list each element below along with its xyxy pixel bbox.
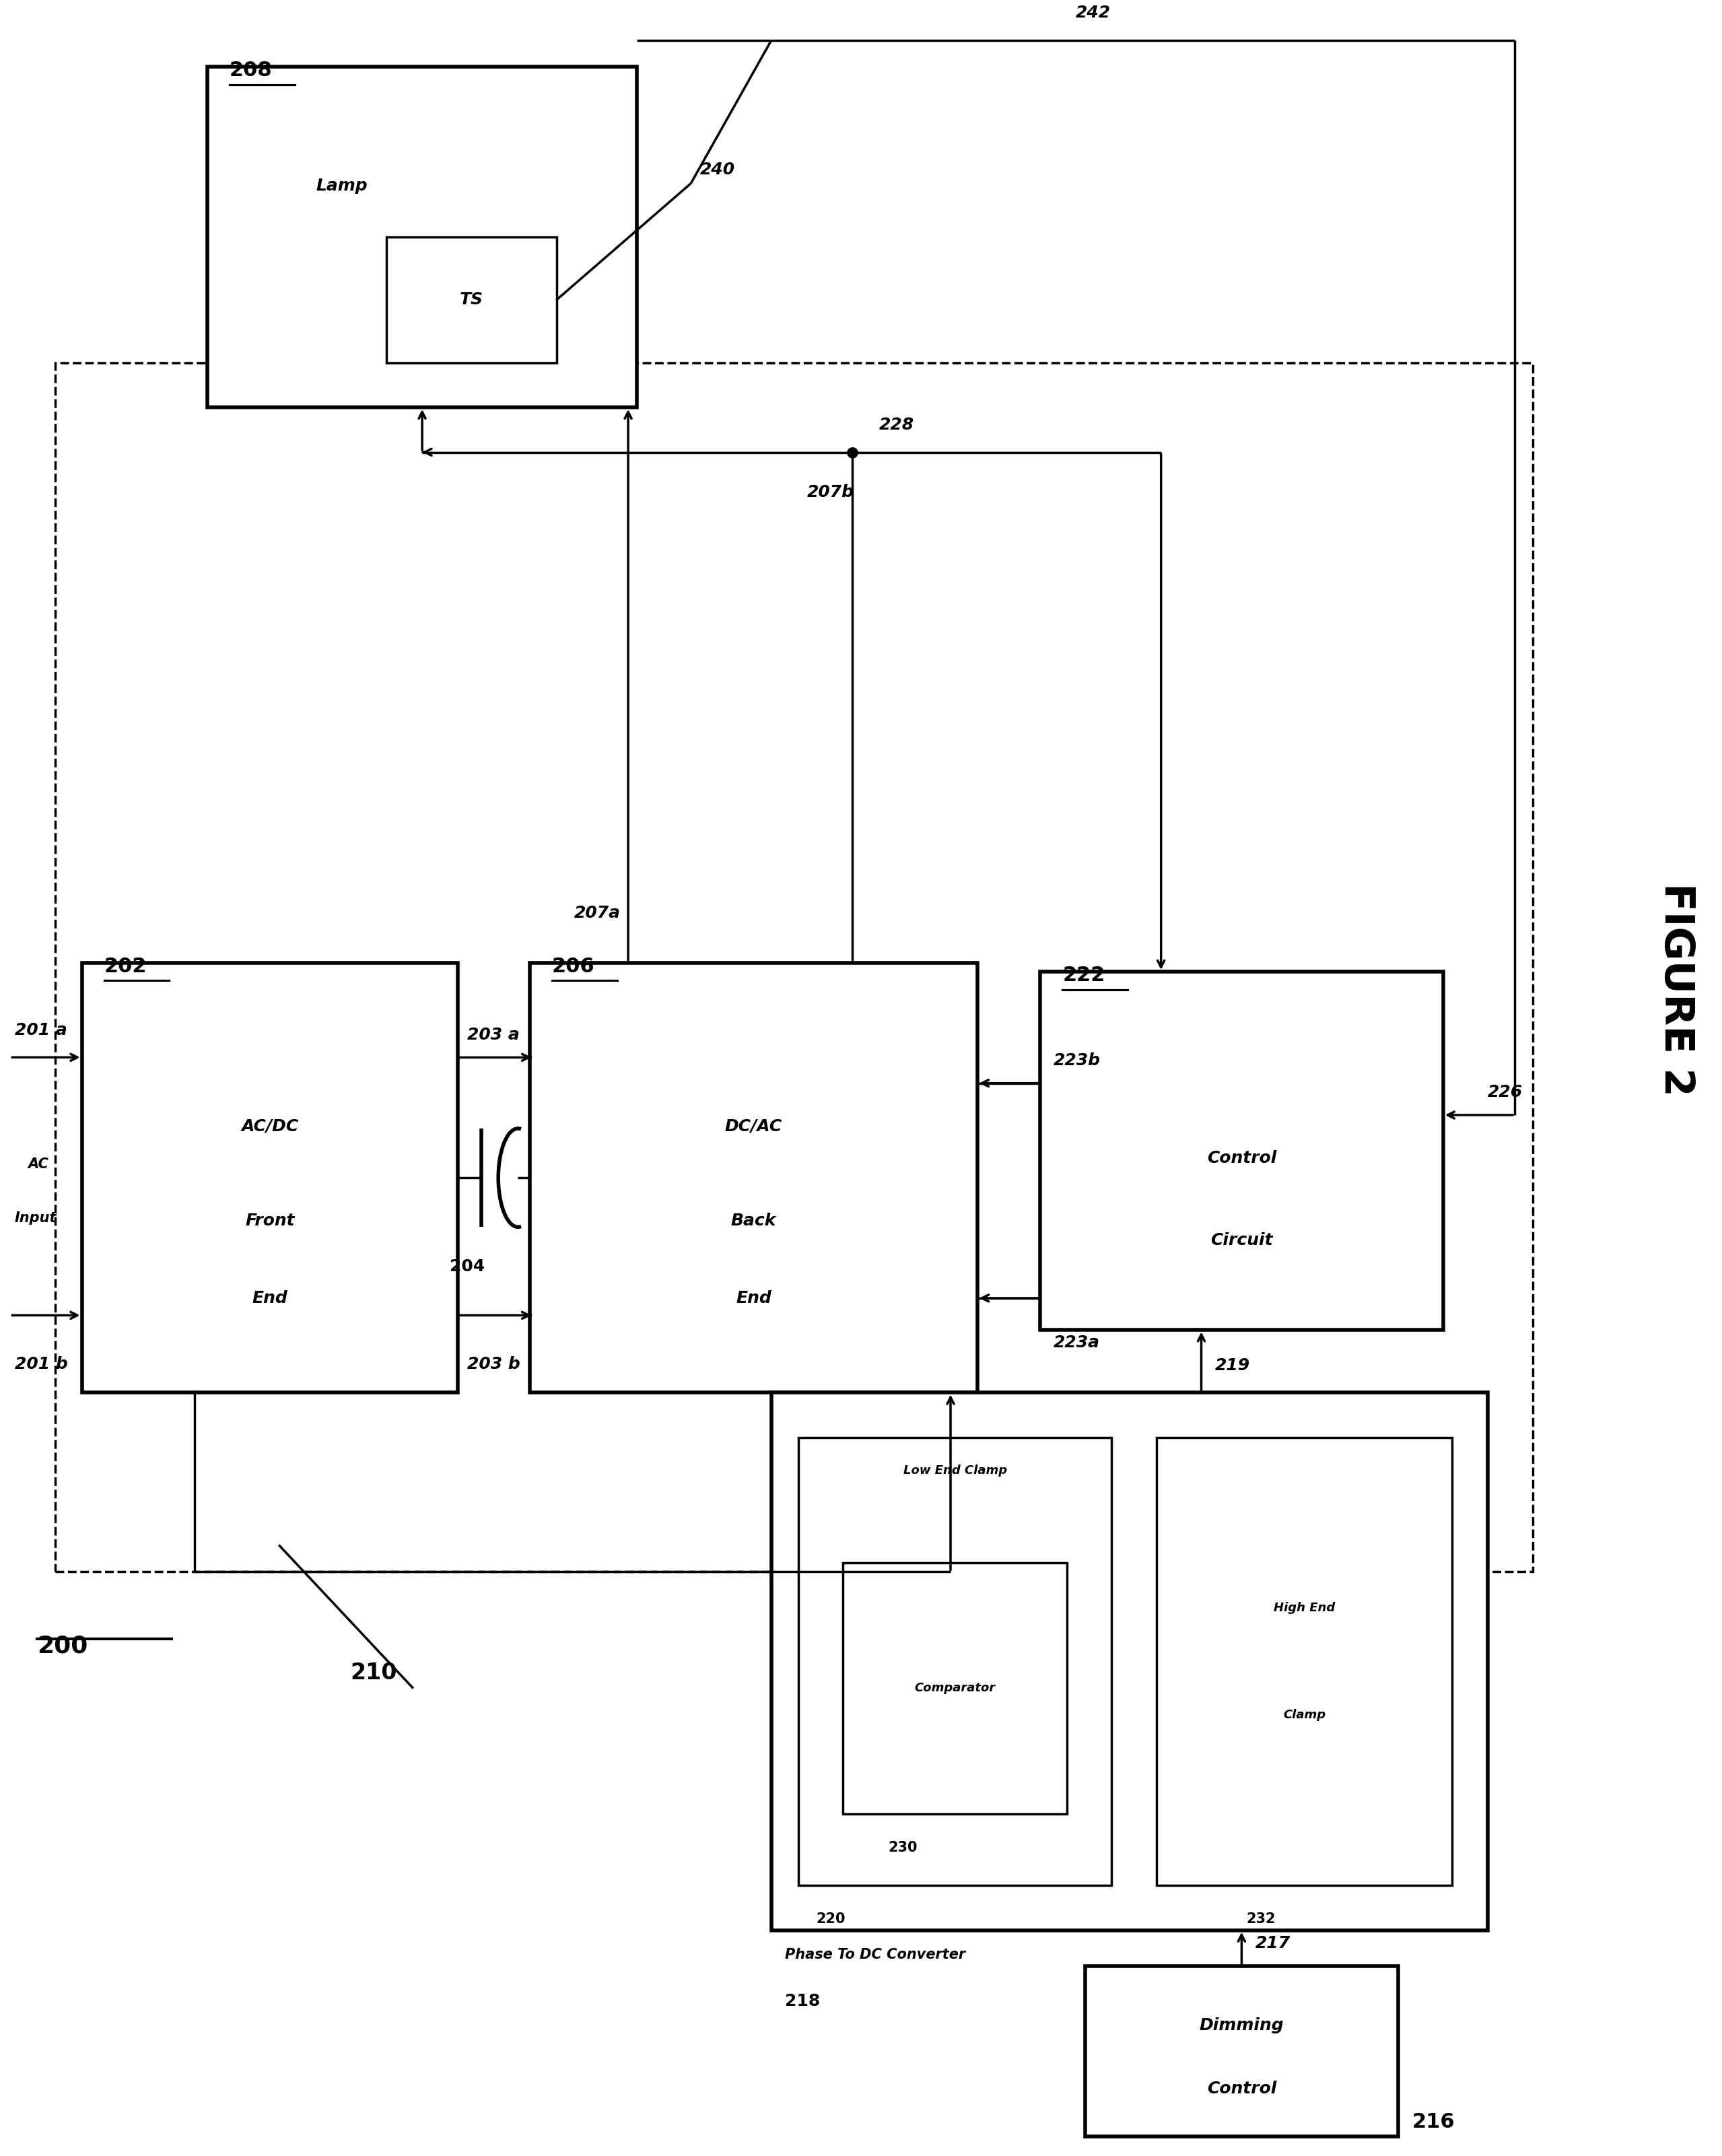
Text: Lamp: Lamp	[315, 179, 367, 194]
Text: 223b: 223b	[1054, 1052, 1100, 1069]
Text: AC: AC	[28, 1158, 48, 1171]
Text: Control: Control	[1207, 1149, 1276, 1166]
Bar	[386, 237, 556, 362]
Text: Back: Back	[730, 1212, 777, 1229]
Bar	[844, 1563, 1068, 1813]
Text: 210: 210	[351, 1662, 398, 1684]
Bar	[83, 964, 458, 1393]
Text: Dimming: Dimming	[1199, 2018, 1285, 2033]
Text: 203 b: 203 b	[467, 1356, 520, 1373]
Text: 201 b: 201 b	[15, 1356, 67, 1373]
Text: 232: 232	[1247, 1912, 1276, 1925]
Text: Front: Front	[245, 1212, 294, 1229]
Bar	[771, 1393, 1488, 1930]
Text: 230: 230	[889, 1841, 918, 1854]
Bar	[55, 362, 1533, 1572]
Text: 220: 220	[816, 1912, 846, 1925]
Bar	[1040, 972, 1443, 1330]
Text: End: End	[251, 1289, 288, 1307]
Text: 206: 206	[553, 957, 594, 977]
Text: 217: 217	[1255, 1936, 1290, 1951]
Text: 200: 200	[38, 1634, 88, 1658]
Text: Control: Control	[1207, 2081, 1276, 2096]
Text: 218: 218	[785, 1992, 820, 2009]
Text: 219: 219	[1214, 1358, 1250, 1373]
Bar	[207, 67, 637, 407]
Text: 228: 228	[878, 416, 914, 433]
Text: Comparator: Comparator	[914, 1682, 995, 1695]
Text: Input: Input	[15, 1212, 57, 1225]
Text: DC/AC: DC/AC	[725, 1119, 782, 1134]
Text: 226: 226	[1488, 1084, 1522, 1100]
Text: FIGURE 2: FIGURE 2	[1657, 884, 1696, 1097]
Text: 207b: 207b	[808, 485, 854, 500]
Bar	[1085, 1966, 1398, 2137]
Text: 216: 216	[1412, 2113, 1455, 2132]
Text: 242: 242	[1076, 4, 1111, 22]
Bar	[799, 1438, 1112, 1884]
Text: 201 a: 201 a	[15, 1022, 67, 1039]
Text: Low End Clamp: Low End Clamp	[902, 1464, 1007, 1477]
Text: 204: 204	[449, 1259, 484, 1274]
Text: Clamp: Clamp	[1283, 1710, 1326, 1720]
Text: 223a: 223a	[1054, 1335, 1100, 1352]
Text: End: End	[735, 1289, 771, 1307]
Text: 240: 240	[699, 162, 735, 177]
Text: 203 a: 203 a	[467, 1026, 520, 1044]
Text: TS: TS	[460, 291, 484, 308]
Text: AC/DC: AC/DC	[241, 1119, 298, 1134]
Text: Phase To DC Converter: Phase To DC Converter	[785, 1949, 966, 1962]
Text: 207a: 207a	[575, 906, 622, 921]
Text: Circuit: Circuit	[1211, 1233, 1273, 1248]
Text: 202: 202	[105, 957, 146, 977]
Bar	[1157, 1438, 1452, 1884]
Bar	[530, 964, 978, 1393]
Text: High End: High End	[1274, 1602, 1335, 1615]
Text: 222: 222	[1062, 966, 1106, 985]
Text: 208: 208	[229, 60, 272, 80]
